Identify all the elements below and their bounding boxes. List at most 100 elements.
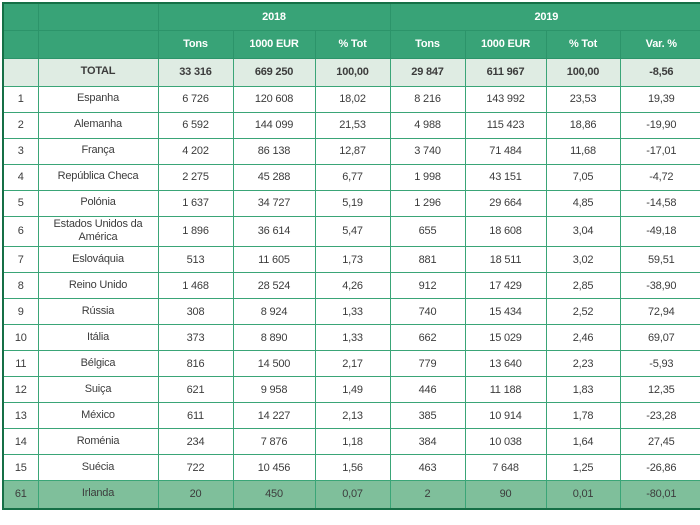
blank-rank-header-cell <box>2 29 39 59</box>
value-cell: 71 484 <box>464 137 547 165</box>
value-cell: 29 664 <box>464 189 547 217</box>
rank-cell: 6 <box>2 215 39 247</box>
value-cell: 21,53 <box>314 111 391 139</box>
rank-cell: 10 <box>2 324 39 351</box>
country-cell: República Checa <box>37 163 159 191</box>
table-row: 9 Rússia 308 8 924 1,33 740 15 434 2,52 72,94 <box>2 298 700 325</box>
value-cell: 1,83 <box>545 376 621 403</box>
value-cell: 662 <box>389 324 466 351</box>
rank-cell <box>2 57 39 87</box>
year-2019-header: 2019 <box>389 2 700 31</box>
country-cell: Rússia <box>37 298 159 325</box>
country-cell: Suécia <box>37 454 159 481</box>
value-cell: 1,33 <box>314 324 391 351</box>
value-cell: 12,87 <box>314 137 391 165</box>
rank-cell: 7 <box>2 246 39 273</box>
value-cell: 912 <box>389 272 466 299</box>
value-cell: 20 <box>157 480 234 509</box>
column-header-tons-2018: Tons <box>157 29 234 59</box>
value-cell: -49,18 <box>619 215 700 247</box>
value-cell: 4,85 <box>545 189 621 217</box>
column-header-pct-2019: % Tot <box>545 29 621 59</box>
value-cell: 1 468 <box>157 272 234 299</box>
value-cell: -8,56 <box>619 57 700 87</box>
value-cell: 384 <box>389 428 466 455</box>
value-cell: 143 992 <box>464 85 547 113</box>
table-row: 14 Roménia 234 7 876 1,18 384 10 038 1,64 27,45 <box>2 428 700 455</box>
value-cell: 2,23 <box>545 350 621 377</box>
value-cell: 1 998 <box>389 163 466 191</box>
value-cell: -38,90 <box>619 272 700 299</box>
value-cell: 611 967 <box>464 57 547 87</box>
value-cell: 1,56 <box>314 454 391 481</box>
value-cell: 10 914 <box>464 402 547 429</box>
value-cell: 2 <box>389 480 466 509</box>
country-cell: Suiça <box>37 376 159 403</box>
value-cell: -17,01 <box>619 137 700 165</box>
value-cell: 1 296 <box>389 189 466 217</box>
value-cell: 7 648 <box>464 454 547 481</box>
total-row: TOTAL 33 316 669 250 100,00 29 847 611 967 100… <box>2 57 700 87</box>
country-cell: Roménia <box>37 428 159 455</box>
country-cell: Alemanha <box>37 111 159 139</box>
rank-cell: 11 <box>2 350 39 377</box>
value-cell: 6 592 <box>157 111 234 139</box>
value-cell: 0,01 <box>545 480 621 509</box>
value-cell: 28 524 <box>232 272 316 299</box>
country-cell: Bélgica <box>37 350 159 377</box>
table-row: 6 Estados Unidos da América 1 896 36 614 5,4… <box>2 215 700 247</box>
value-cell: 611 <box>157 402 234 429</box>
table-row: 7 Eslováquia 513 11 605 1,73 881 18 511 3,02 59,… <box>2 246 700 273</box>
value-cell: 17 429 <box>464 272 547 299</box>
highlight-row-irlanda: 61 Irlanda 20 450 0,07 2 90 0,01 -80,01 <box>2 480 700 509</box>
value-cell: 1,78 <box>545 402 621 429</box>
value-cell: 34 727 <box>232 189 316 217</box>
value-cell: 1,25 <box>545 454 621 481</box>
value-cell: 621 <box>157 376 234 403</box>
country-statistics-table: 2018 2019 Tons 1000 EUR % Tot Tons 1000 … <box>2 2 700 510</box>
year-header-row: 2018 2019 <box>2 2 700 31</box>
value-cell: -5,93 <box>619 350 700 377</box>
value-cell: 18,02 <box>314 85 391 113</box>
country-cell: Reino Unido <box>37 272 159 299</box>
value-cell: 1,73 <box>314 246 391 273</box>
country-cell: Estados Unidos da América <box>37 215 159 247</box>
value-cell: 1,18 <box>314 428 391 455</box>
value-cell: 2,17 <box>314 350 391 377</box>
value-cell: 11 605 <box>232 246 316 273</box>
value-cell: 19,39 <box>619 85 700 113</box>
value-cell: 90 <box>464 480 547 509</box>
country-cell: Polónia <box>37 189 159 217</box>
value-cell: 36 614 <box>232 215 316 247</box>
value-cell: 0,07 <box>314 480 391 509</box>
value-cell: -4,72 <box>619 163 700 191</box>
value-cell: 18 511 <box>464 246 547 273</box>
value-cell: 2,46 <box>545 324 621 351</box>
value-cell: -14,58 <box>619 189 700 217</box>
value-cell: 45 288 <box>232 163 316 191</box>
table-row: 2 Alemanha 6 592 144 099 21,53 4 988 115 423 18… <box>2 111 700 139</box>
value-cell: 8 216 <box>389 85 466 113</box>
value-cell: 72,94 <box>619 298 700 325</box>
country-cell: TOTAL <box>37 57 159 87</box>
rank-cell: 15 <box>2 454 39 481</box>
value-cell: 385 <box>389 402 466 429</box>
rank-cell: 2 <box>2 111 39 139</box>
table-row: 13 México 611 14 227 2,13 385 10 914 1,78 -23,28 <box>2 402 700 429</box>
value-cell: 15 434 <box>464 298 547 325</box>
value-cell: 1,64 <box>545 428 621 455</box>
rank-cell: 4 <box>2 163 39 191</box>
value-cell: 2 275 <box>157 163 234 191</box>
value-cell: 59,51 <box>619 246 700 273</box>
table-row: 5 Polónia 1 637 34 727 5,19 1 296 29 664 4,85 -1… <box>2 189 700 217</box>
column-header-pct-2018: % Tot <box>314 29 391 59</box>
value-cell: 10 038 <box>464 428 547 455</box>
value-cell: 144 099 <box>232 111 316 139</box>
value-cell: 115 423 <box>464 111 547 139</box>
value-cell: 446 <box>389 376 466 403</box>
value-cell: 12,35 <box>619 376 700 403</box>
country-cell: Irlanda <box>37 480 159 509</box>
value-cell: 5,47 <box>314 215 391 247</box>
value-cell: 18 608 <box>464 215 547 247</box>
table-header: 2018 2019 Tons 1000 EUR % Tot Tons 1000 … <box>2 2 700 59</box>
